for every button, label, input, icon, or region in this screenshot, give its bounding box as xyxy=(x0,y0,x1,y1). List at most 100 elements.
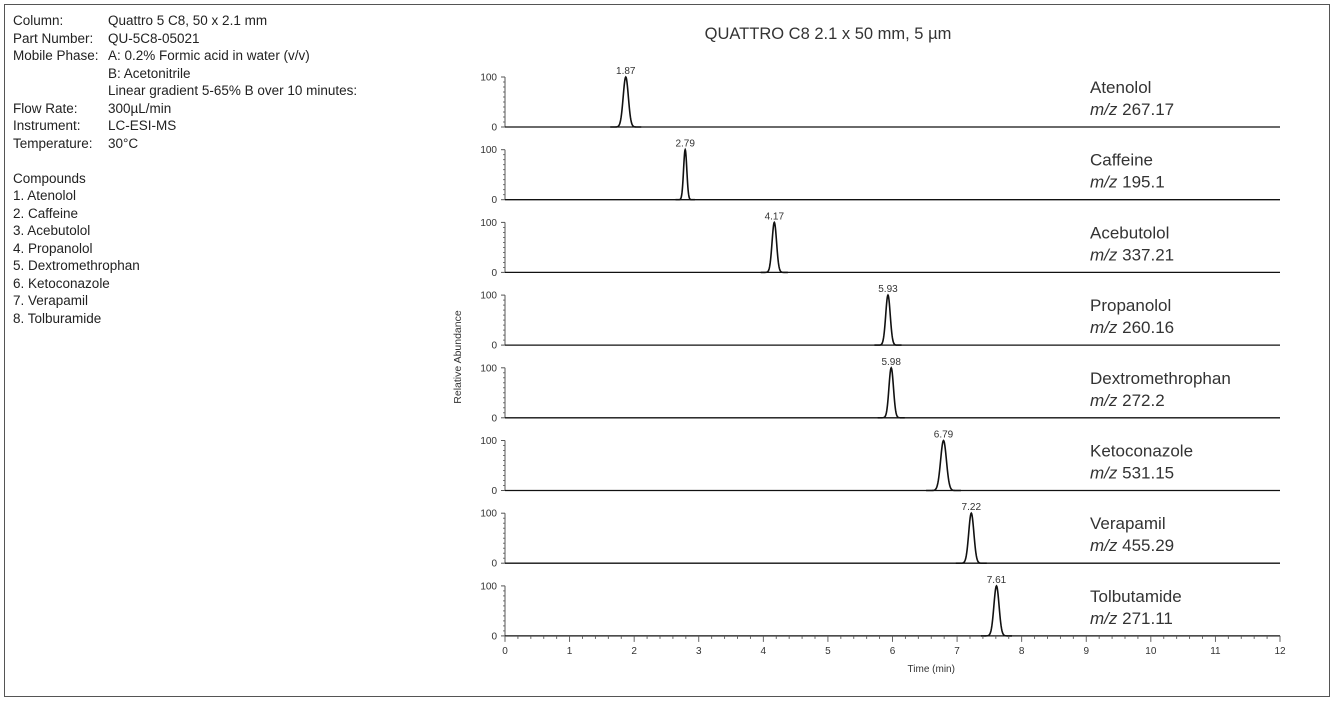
gradient-text: Linear gradient 5-65% B over 10 minutes: xyxy=(108,83,358,98)
y-tick-label: 0 xyxy=(491,195,497,206)
chart-title: QUATTRO C8 2.1 x 50 mm, 5 µm xyxy=(705,25,952,43)
peak-label: 5.93 xyxy=(878,284,898,295)
peak-label: 7.22 xyxy=(962,502,982,513)
peak-label: 5.98 xyxy=(881,357,901,368)
x-tick-label: 1 xyxy=(567,646,573,657)
series-mz: m/z 195.1 xyxy=(1090,173,1165,192)
y-tick-label: 100 xyxy=(480,145,497,156)
series-name: Acebutolol xyxy=(1090,223,1169,242)
mz-value: 260.16 xyxy=(1122,318,1174,337)
series-name: Tolbutamide xyxy=(1090,587,1182,606)
peak-trace xyxy=(874,293,902,346)
mz-value: 271.11 xyxy=(1122,609,1173,628)
x-tick-label: 0 xyxy=(502,646,508,657)
compound-item: 5. Dextromethrophan xyxy=(13,258,140,273)
series-name: Propanolol xyxy=(1090,296,1171,315)
y-tick-label: 100 xyxy=(480,291,497,302)
y-tick-label: 100 xyxy=(480,581,497,592)
peak-trace xyxy=(877,366,905,419)
info-value: 300µL/min xyxy=(108,100,172,116)
series-mz: m/z 272.2 xyxy=(1090,391,1165,410)
column-row: Column: Quattro 5 C8, 50 x 2.1 mm xyxy=(13,12,267,30)
mobile-phase-row: Mobile Phase: A: 0.2% Formic acid in wate… xyxy=(13,47,310,65)
peak-label: 4.17 xyxy=(765,211,785,222)
peak-trace xyxy=(955,511,987,564)
mz-value: 195.1 xyxy=(1122,173,1165,192)
y-tick-label: 0 xyxy=(491,341,497,352)
y-tick-label: 100 xyxy=(480,363,497,374)
peak-trace xyxy=(675,147,695,201)
series-mz: m/z 260.16 xyxy=(1090,318,1174,337)
y-tick-label: 100 xyxy=(480,73,497,84)
y-tick-label: 100 xyxy=(480,509,497,520)
mz-prefix: m/z xyxy=(1090,391,1122,410)
mz-prefix: m/z xyxy=(1090,318,1122,337)
info-value: LC-ESI-MS xyxy=(108,118,177,133)
y-tick-label: 0 xyxy=(491,559,497,570)
y-tick-label: 0 xyxy=(491,413,497,424)
mz-value: 337.21 xyxy=(1122,245,1174,264)
peak-trace xyxy=(980,584,1012,637)
y-tick-label: 100 xyxy=(480,218,497,229)
compound-item: 6. Ketoconazole xyxy=(13,275,110,291)
x-tick-label: 11 xyxy=(1210,646,1221,657)
mz-prefix: m/z xyxy=(1090,100,1122,119)
peak-trace xyxy=(610,75,642,128)
compound-item: 4. Propanolol xyxy=(13,240,93,256)
info-value: 30°C xyxy=(108,135,139,151)
flow-rate-row: Flow Rate: 300µL/min xyxy=(13,100,171,118)
series-name: Verapamil xyxy=(1090,514,1166,533)
series-mz: m/z 267.17 xyxy=(1090,100,1174,119)
x-tick-label: 3 xyxy=(696,646,702,657)
mobile-phase-b: B: Acetonitrile xyxy=(108,65,191,81)
compound-item: 3. Acebutolol xyxy=(13,223,91,238)
x-axis-label: Time (min) xyxy=(908,664,955,675)
series-name: Atenolol xyxy=(1090,78,1151,97)
temperature-row: Temperature: 30°C xyxy=(13,135,138,153)
compounds-title: Compounds xyxy=(13,170,86,186)
peak-trace xyxy=(760,220,788,274)
x-tick-label: 10 xyxy=(1145,646,1157,657)
series-mz: m/z 531.15 xyxy=(1090,464,1174,483)
info-value: QU-5C8-05021 xyxy=(108,30,200,46)
series-name: Ketoconazole xyxy=(1090,442,1193,461)
mz-prefix: m/z xyxy=(1090,464,1122,483)
info-value: Quattro 5 C8, 50 x 2.1 mm xyxy=(108,13,268,28)
x-tick-label: 8 xyxy=(1019,646,1025,657)
info-label: Temperature: xyxy=(13,135,93,151)
info-label: Part Number: xyxy=(13,30,94,46)
x-tick-label: 9 xyxy=(1083,646,1089,657)
x-tick-label: 12 xyxy=(1274,646,1286,657)
info-label: Flow Rate: xyxy=(13,100,78,116)
x-tick-label: 7 xyxy=(954,646,960,657)
x-tick-label: 2 xyxy=(631,646,637,657)
info-label: Column: xyxy=(13,13,64,28)
info-label: Mobile Phase: xyxy=(13,48,99,63)
method-info-panel: Column: Quattro 5 C8, 50 x 2.1 mm Part Nu… xyxy=(0,0,470,440)
info-value: A: 0.2% Formic acid in water (v/v) xyxy=(108,48,310,63)
mz-prefix: m/z xyxy=(1090,609,1122,628)
y-tick-label: 0 xyxy=(491,486,497,497)
series-mz: m/z 337.21 xyxy=(1090,245,1174,264)
y-tick-label: 0 xyxy=(491,631,497,642)
peak-trace xyxy=(926,439,961,492)
series-mz: m/z 455.29 xyxy=(1090,536,1174,555)
compound-item: 7. Verapamil xyxy=(13,293,89,308)
compound-item: 1. Atenolol xyxy=(13,188,77,203)
mz-value: 455.29 xyxy=(1122,536,1174,555)
instrument-row: Instrument: LC-ESI-MS xyxy=(13,117,176,135)
y-tick-label: 100 xyxy=(480,436,497,447)
mz-prefix: m/z xyxy=(1090,536,1122,555)
mz-value: 272.2 xyxy=(1122,391,1165,410)
mz-value: 267.17 xyxy=(1122,100,1174,119)
series-name: Caffeine xyxy=(1090,151,1153,170)
mz-value: 531.15 xyxy=(1122,464,1174,483)
series-name: Dextromethrophan xyxy=(1090,369,1231,388)
y-tick-label: 0 xyxy=(491,268,497,279)
x-tick-label: 6 xyxy=(890,646,896,657)
compound-item: 8. Tolburamide xyxy=(13,310,102,326)
info-label: Instrument: xyxy=(13,118,81,133)
peak-label: 7.61 xyxy=(987,575,1007,586)
y-axis-label: Relative Abundance xyxy=(452,310,464,404)
